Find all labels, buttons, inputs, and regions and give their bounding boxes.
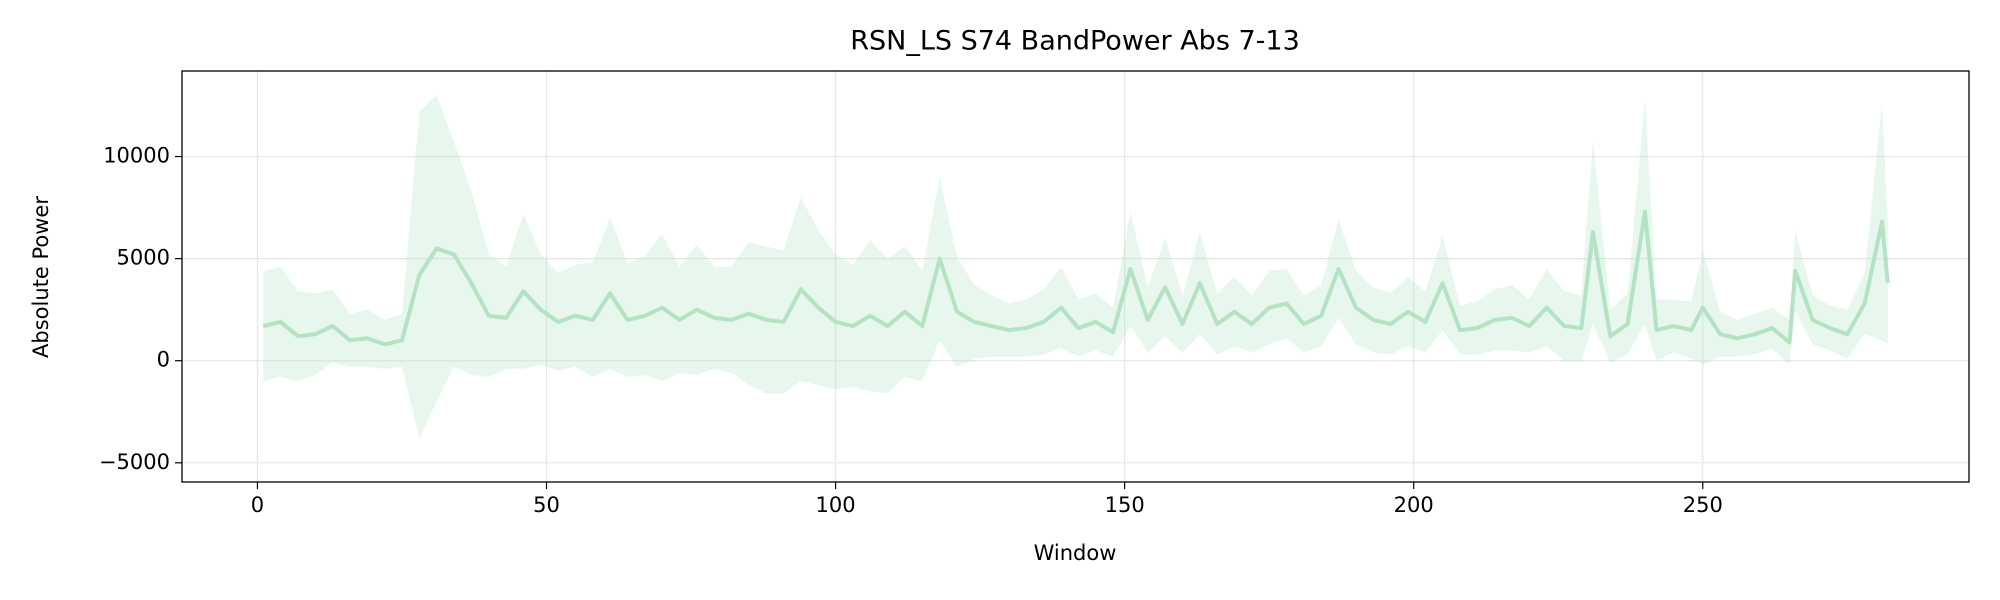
line [262, 209, 1890, 347]
plot-frame [181, 70, 1970, 483]
x-tick-label: 200 [1394, 493, 1434, 517]
band [263, 95, 1888, 439]
y-tick-label: 5000 [117, 246, 170, 270]
x-tick-label: 150 [1105, 493, 1145, 517]
x-tick-label: 0 [251, 493, 264, 517]
x-axis-label: Window [1034, 541, 1117, 565]
y-tick-label: 0 [157, 348, 170, 372]
x-tick-label: 100 [816, 493, 856, 517]
x-tick-label: 50 [533, 493, 560, 517]
y-axis-label: Absolute Power [29, 196, 53, 358]
x-tick-label: 250 [1683, 493, 1723, 517]
y-tick-label: −5000 [99, 450, 170, 474]
chart-title: RSN_LS S74 BandPower Abs 7-13 [850, 26, 1300, 57]
y-tick-label: 10000 [103, 144, 170, 168]
